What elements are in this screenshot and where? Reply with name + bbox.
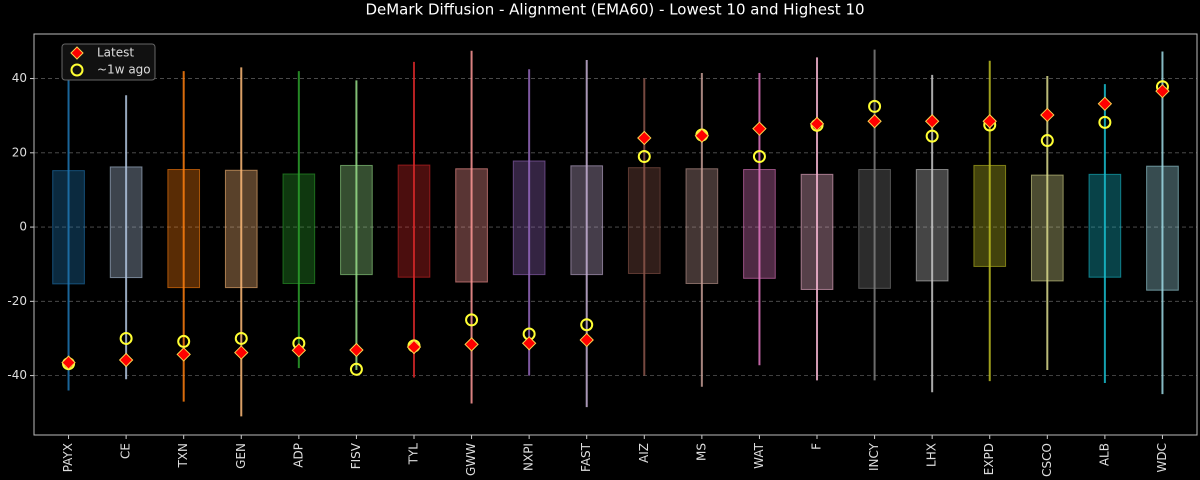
week-ago-marker — [349, 362, 363, 376]
x-tick-label: PAYX — [61, 443, 75, 472]
latest-marker — [464, 337, 479, 352]
x-tick-label: GEN — [234, 443, 248, 469]
week-ago-marker — [580, 318, 594, 332]
latest-marker — [176, 347, 191, 362]
latest-marker — [234, 345, 249, 360]
x-tick-label: CE — [119, 443, 133, 459]
latest-marker — [924, 114, 940, 129]
x-tick-label: WAT — [752, 442, 766, 468]
latest-marker — [291, 343, 307, 358]
latest-marker — [1040, 107, 1055, 123]
x-tick-label: TYL — [406, 443, 420, 466]
week-ago-marker — [1098, 115, 1112, 129]
x-tick-label: ADP — [291, 443, 305, 468]
y-tick-label: -20 — [7, 294, 27, 308]
latest-marker — [867, 114, 882, 129]
latest-marker — [406, 339, 422, 355]
latest-marker — [349, 342, 364, 358]
legend-box — [61, 43, 156, 81]
week-ago-marker — [465, 313, 479, 327]
chart-title: DeMark Diffusion - Alignment (EMA60) - L… — [365, 1, 864, 19]
week-ago-marker — [177, 334, 191, 348]
x-tick-label: GWW — [464, 443, 478, 476]
week-ago-marker — [637, 150, 651, 164]
legend-label: Latest — [97, 46, 134, 60]
legend-marker — [70, 63, 84, 77]
x-tick-label: LHX — [925, 443, 939, 467]
latest-marker — [61, 355, 76, 370]
x-tick-label: F — [810, 443, 824, 450]
x-tick-label: TXN — [176, 443, 190, 469]
latest-marker — [752, 121, 767, 136]
axes-frame — [33, 33, 1198, 436]
x-tick-label: ALB — [1097, 443, 1111, 466]
x-tick-label: MS — [694, 443, 708, 461]
latest-marker — [982, 114, 997, 129]
x-tick-label: FISV — [349, 442, 363, 469]
y-tick-label: 0 — [19, 220, 27, 234]
x-tick-label: FAST — [579, 442, 593, 472]
week-ago-marker — [1040, 134, 1054, 148]
x-tick-label: CSCO — [1040, 443, 1054, 477]
y-tick-label: -40 — [7, 368, 27, 382]
legend-label: ~1w ago — [97, 63, 151, 77]
legend-marker — [70, 46, 84, 60]
x-tick-label: WDC — [1155, 443, 1169, 472]
x-tick-label: NXPI — [522, 443, 536, 471]
latest-marker — [579, 332, 594, 348]
x-tick-label: EXPD — [982, 443, 996, 475]
week-ago-marker — [119, 331, 133, 345]
latest-marker — [1097, 96, 1113, 112]
latest-marker — [694, 128, 710, 143]
latest-marker — [1155, 83, 1170, 99]
y-tick-label: 20 — [12, 145, 27, 159]
week-ago-marker — [234, 331, 248, 345]
latest-marker — [809, 116, 825, 132]
week-ago-marker — [868, 99, 882, 113]
latest-marker — [521, 336, 537, 351]
latest-marker — [118, 352, 134, 368]
week-ago-marker — [925, 129, 939, 143]
latest-marker — [637, 130, 652, 146]
x-tick-label: AIZ — [637, 443, 651, 463]
y-tick-label: 40 — [12, 71, 27, 85]
x-tick-label: INCY — [867, 442, 881, 471]
week-ago-marker — [752, 150, 766, 164]
